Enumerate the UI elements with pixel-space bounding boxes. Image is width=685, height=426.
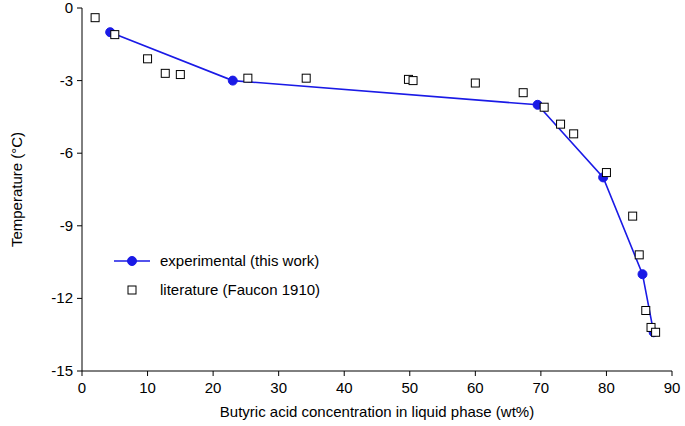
legend-marker bbox=[128, 257, 137, 266]
plot-area bbox=[91, 14, 660, 337]
legend-label: experimental (this work) bbox=[160, 252, 319, 269]
x-tick-label: 70 bbox=[533, 379, 550, 396]
x-tick bbox=[540, 371, 541, 376]
marker-square bbox=[302, 74, 310, 82]
marker-square bbox=[111, 31, 119, 39]
legend: experimental (this work) literature (Fauc… bbox=[114, 252, 320, 298]
marker-square bbox=[91, 14, 99, 22]
y-tick-label: 0 bbox=[65, 0, 73, 16]
y-tick-label: -12 bbox=[51, 289, 73, 306]
marker-square bbox=[629, 212, 637, 220]
x-tick bbox=[344, 371, 345, 376]
marker-square bbox=[519, 89, 527, 97]
y-tick bbox=[77, 225, 82, 226]
marker-square bbox=[570, 130, 578, 138]
x-tick bbox=[672, 371, 673, 376]
y-tick-label: -3 bbox=[60, 72, 73, 89]
x-tick bbox=[147, 371, 148, 376]
y-tick-label: -9 bbox=[60, 217, 73, 234]
marker-square bbox=[652, 328, 660, 336]
series-line bbox=[110, 32, 653, 332]
marker-circle bbox=[638, 270, 647, 279]
x-tick-label: 40 bbox=[336, 379, 353, 396]
x-tick bbox=[475, 371, 476, 376]
x-tick-label: 0 bbox=[78, 379, 86, 396]
x-tick bbox=[82, 371, 83, 376]
y-axis bbox=[82, 8, 83, 371]
y-tick bbox=[77, 80, 82, 81]
x-tick bbox=[278, 371, 279, 376]
marker-square bbox=[602, 169, 610, 177]
y-tick bbox=[77, 153, 82, 154]
x-axis bbox=[82, 371, 672, 372]
marker-square bbox=[471, 79, 479, 87]
y-tick-label: -15 bbox=[51, 362, 73, 379]
x-tick-label: 20 bbox=[205, 379, 222, 396]
marker-square bbox=[540, 103, 548, 111]
x-tick-label: 60 bbox=[467, 379, 484, 396]
chart: 0 10 20 30 40 50 60 70 80 90 -15 -12 -9 -6 -3 0 Butyric … bbox=[0, 0, 685, 426]
x-axis-label: Butyric acid concentration in liquid pha… bbox=[220, 403, 534, 420]
y-tick bbox=[77, 8, 82, 9]
marker-circle bbox=[228, 76, 237, 85]
x-tick bbox=[213, 371, 214, 376]
y-tick-label: -6 bbox=[60, 144, 73, 161]
marker-square bbox=[244, 74, 252, 82]
legend-label: literature (Faucon 1910) bbox=[160, 281, 320, 298]
x-tick bbox=[606, 371, 607, 376]
x-tick bbox=[409, 371, 410, 376]
marker-square bbox=[161, 69, 169, 77]
x-tick-label: 30 bbox=[270, 379, 287, 396]
y-tick bbox=[77, 371, 82, 372]
marker-square bbox=[635, 251, 643, 259]
y-axis-label: Temperature (°C) bbox=[8, 132, 25, 247]
x-tick-label: 50 bbox=[401, 379, 418, 396]
x-tick-label: 10 bbox=[139, 379, 156, 396]
marker-square bbox=[409, 77, 417, 85]
marker-square bbox=[642, 307, 650, 315]
x-tick-label: 80 bbox=[598, 379, 615, 396]
marker-square bbox=[144, 55, 152, 63]
marker-square bbox=[176, 71, 184, 79]
legend-marker bbox=[128, 286, 136, 294]
y-tick bbox=[77, 298, 82, 299]
marker-square bbox=[557, 120, 565, 128]
x-tick-label: 90 bbox=[664, 379, 681, 396]
